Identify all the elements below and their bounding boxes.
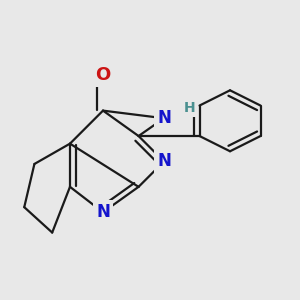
Text: N: N: [96, 203, 110, 221]
Text: O: O: [95, 66, 111, 84]
Text: N: N: [157, 109, 171, 127]
Text: H: H: [184, 101, 195, 115]
Text: N: N: [157, 152, 171, 170]
